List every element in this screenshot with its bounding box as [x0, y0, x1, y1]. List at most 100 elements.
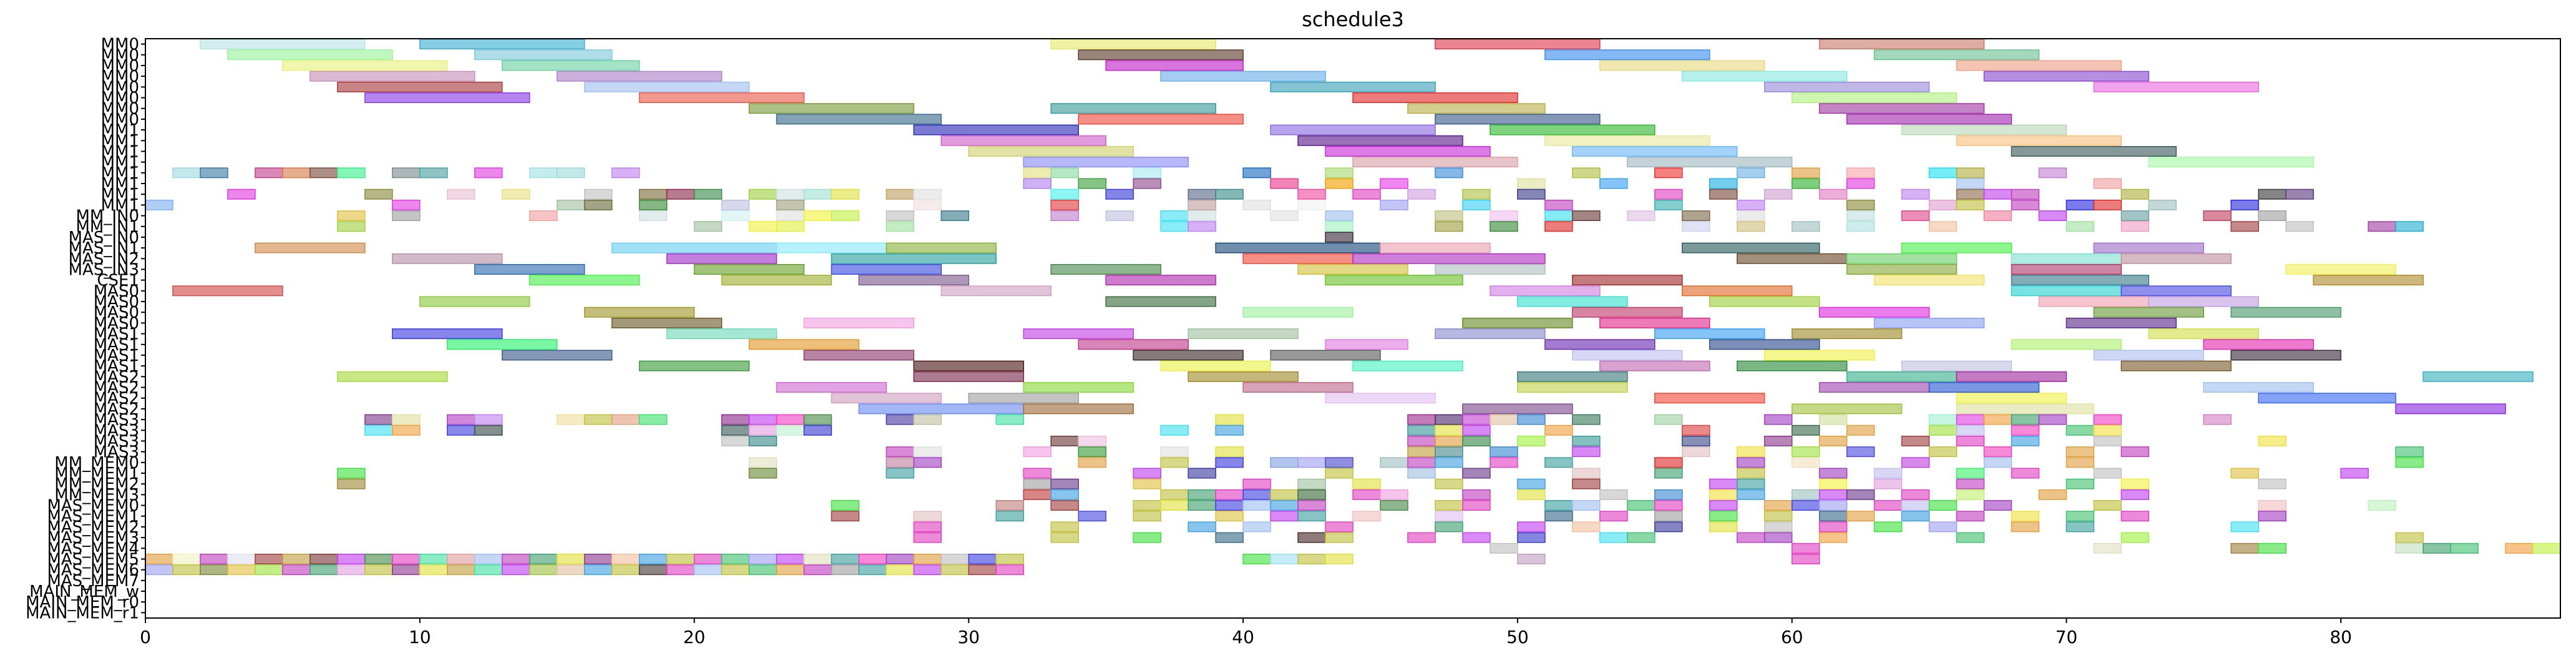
- task-bar: [227, 553, 256, 564]
- task-bar: [1791, 489, 1820, 500]
- task-bar: [1325, 553, 1354, 564]
- task-bar: [2011, 414, 2040, 425]
- task-bar: [1599, 489, 1628, 500]
- task-bar: [2066, 317, 2177, 328]
- task-bar: [1023, 328, 1134, 340]
- task-bar: [611, 317, 723, 328]
- task-bar: [913, 553, 942, 564]
- task-bar: [2230, 221, 2259, 232]
- task-bar: [2066, 446, 2095, 458]
- task-bar: [666, 564, 695, 576]
- task-bar: [1846, 253, 1958, 264]
- task-bar: [748, 189, 778, 200]
- task-bar: [1681, 221, 1710, 232]
- task-bar: [2395, 543, 2424, 554]
- x-axis-ticks: 0 10 20 30 40 50 60 70 80: [140, 618, 2352, 647]
- task-bar: [2258, 500, 2286, 511]
- task-bar: [1188, 500, 1216, 511]
- task-bar: [1380, 457, 1408, 468]
- task-bar: [748, 414, 778, 425]
- task-bar: [364, 425, 393, 436]
- task-bar: [1380, 242, 1491, 253]
- task-bar: [2093, 199, 2122, 210]
- task-bar: [2120, 221, 2150, 232]
- task-bar: [1325, 178, 1354, 189]
- task-bar: [364, 553, 393, 564]
- task-bar: [1133, 350, 1244, 361]
- y-tick-label: MAS_IN2: [69, 250, 139, 268]
- task-bar: [913, 189, 942, 200]
- task-bar: [2066, 478, 2095, 489]
- task-bar: [1681, 435, 1710, 446]
- task-bar: [1956, 60, 2122, 71]
- y-tick-label: MAIN_MEM_r0: [26, 593, 139, 612]
- task-bar: [172, 553, 201, 564]
- task-bar: [1517, 296, 1628, 307]
- task-bar: [1242, 489, 1271, 500]
- task-bar: [1901, 189, 1930, 200]
- task-bar: [968, 393, 1079, 404]
- task-bar: [2011, 145, 2177, 157]
- task-bar: [2258, 189, 2286, 200]
- task-bar: [1435, 328, 1546, 340]
- task-bar: [1078, 339, 1189, 350]
- task-bar: [474, 553, 503, 564]
- task-bar: [1050, 500, 1079, 511]
- task-bar: [282, 564, 311, 576]
- task-bar: [1709, 489, 1738, 500]
- task-bar: [2011, 521, 2040, 533]
- task-bar: [1736, 167, 1765, 179]
- task-bar: [2038, 489, 2067, 500]
- task-bar: [392, 328, 503, 340]
- task-bar: [1983, 71, 2150, 82]
- task-bar: [1901, 511, 1930, 522]
- task-bar: [1846, 114, 2012, 125]
- task-bar: [337, 167, 366, 179]
- task-bar: [1242, 521, 1271, 533]
- task-bar: [1736, 360, 1848, 371]
- task-bar: [1709, 478, 1738, 489]
- task-bar: [1654, 489, 1683, 500]
- task-bar: [1325, 221, 1354, 232]
- task-bar: [1654, 457, 1683, 468]
- task-bar: [1078, 511, 1106, 522]
- task-bar: [1490, 414, 1518, 425]
- x-tick-label: 70: [2056, 627, 2078, 647]
- y-tick-label: MM_MEM1: [54, 464, 139, 483]
- task-bar: [1160, 425, 1189, 436]
- task-bar: [2120, 360, 2232, 371]
- task-bar: [995, 511, 1025, 522]
- task-bar: [1517, 532, 1546, 543]
- task-bar: [721, 553, 750, 564]
- task-bar: [1352, 360, 1463, 371]
- task-bar: [2148, 199, 2177, 210]
- task-bar: [913, 414, 942, 425]
- task-bar: [337, 564, 366, 576]
- y-tick-label: MM0: [101, 110, 139, 129]
- task-bar: [2395, 457, 2424, 468]
- y-tick-label: MM0: [101, 100, 139, 119]
- task-bar: [2450, 543, 2479, 554]
- task-bar: [1983, 189, 2012, 200]
- task-bar: [364, 92, 530, 104]
- task-bar: [2285, 263, 2396, 275]
- task-bar: [1435, 39, 1601, 50]
- task-bar: [1050, 39, 1216, 50]
- task-bar: [2093, 178, 2122, 189]
- task-bar: [1407, 468, 1436, 479]
- task-bar: [1270, 350, 1381, 361]
- task-bar: [447, 564, 476, 576]
- task-bar: [474, 425, 503, 436]
- task-bar: [1818, 435, 1848, 446]
- task-bar: [1297, 500, 1326, 511]
- task-bar: [1928, 425, 1958, 436]
- y-tick-label: MAS3: [94, 432, 139, 451]
- task-bar: [364, 564, 393, 576]
- task-bar: [1435, 167, 1463, 179]
- task-bar: [1818, 189, 1848, 200]
- task-bar: [1654, 414, 1683, 425]
- task-bar: [1572, 478, 1601, 489]
- task-bar: [2532, 543, 2561, 554]
- task-bar: [2368, 221, 2396, 232]
